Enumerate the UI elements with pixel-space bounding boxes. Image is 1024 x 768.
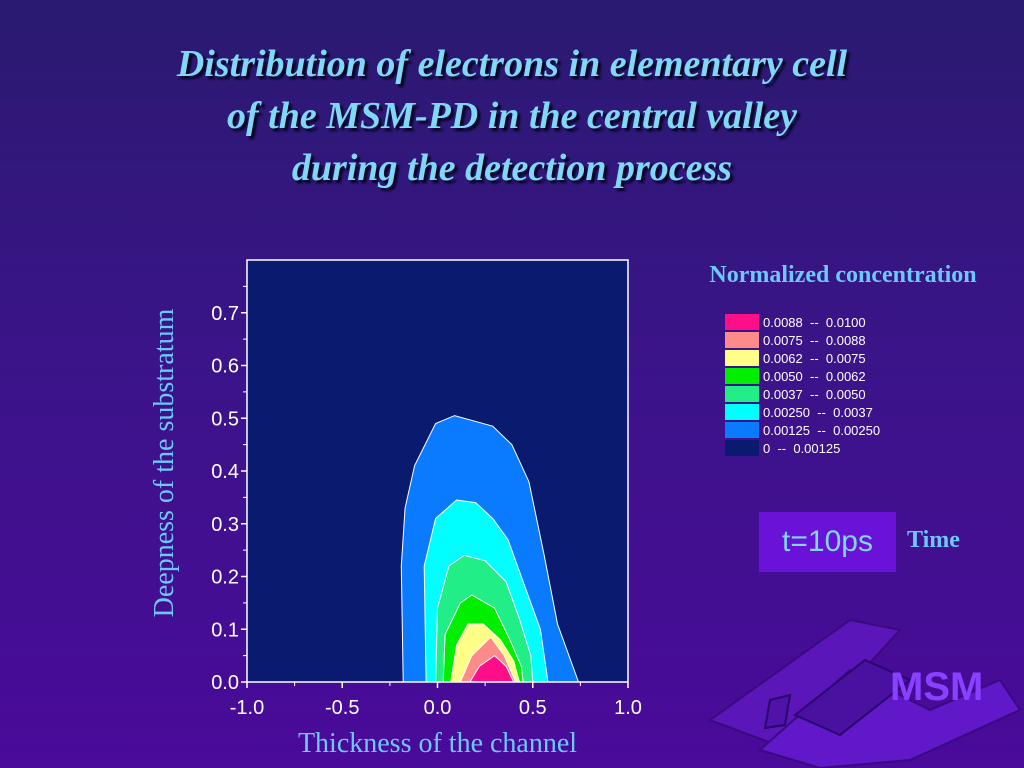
- legend-swatch: [725, 314, 759, 330]
- legend-title: Normalized concentration: [709, 262, 977, 288]
- legend-swatch: [725, 440, 759, 456]
- x-tick-label: 0.0: [424, 697, 452, 719]
- title-line-1: Distribution of electrons in elementary …: [176, 43, 848, 85]
- legend-label: 0.0037 -- 0.0050: [763, 386, 866, 402]
- legend-swatch: [725, 386, 759, 402]
- legend-item: 0.0050 -- 0.0062: [725, 367, 880, 385]
- legend-label: 0.0062 -- 0.0075: [763, 350, 866, 366]
- legend-label: 0.00125 -- 0.00250: [763, 422, 881, 438]
- legend-swatch: [725, 350, 759, 366]
- y-tick-label: 0.2: [211, 567, 239, 589]
- y-tick-label: 0.7: [211, 303, 239, 325]
- y-tick-label: 0.6: [211, 356, 239, 378]
- legend-label: 0.00250 -- 0.0037: [763, 404, 873, 420]
- y-axis-label: Deepness of the substratum: [149, 308, 180, 618]
- x-axis-label: Thickness of the channel: [297, 728, 578, 759]
- legend-item: 0.0075 -- 0.0088: [725, 331, 880, 349]
- legend-item: 0 -- 0.00125: [725, 439, 880, 457]
- msm-logo: MSM: [707, 618, 1022, 768]
- y-tick-label: 0.3: [211, 514, 239, 536]
- title-line-2: of the MSM-PD in the central valley: [227, 95, 797, 137]
- legend-label: 0 -- 0.00125: [763, 440, 841, 456]
- x-tick-label: -0.5: [325, 697, 359, 719]
- legend-swatch: [725, 332, 759, 348]
- time-label: Time: [907, 527, 960, 553]
- y-tick-label: 0.5: [211, 408, 239, 430]
- y-tick-label: 0.0: [211, 672, 239, 694]
- legend-label: 0.0088 -- 0.0100: [763, 314, 866, 330]
- x-tick-label: 1.0: [614, 697, 642, 719]
- legend-item: 0.00125 -- 0.00250: [725, 421, 880, 439]
- legend-swatch: [725, 368, 759, 384]
- y-tick-label: 0.1: [211, 619, 239, 641]
- legend-item: 0.0037 -- 0.0050: [725, 385, 880, 403]
- legend-swatch: [725, 422, 759, 438]
- legend-item: 0.00250 -- 0.0037: [725, 403, 880, 421]
- legend-item: 0.0088 -- 0.0100: [725, 313, 880, 331]
- logo-text: MSM: [890, 665, 983, 709]
- legend-label: 0.0075 -- 0.0088: [763, 332, 866, 348]
- x-tick-label: 0.5: [519, 697, 547, 719]
- slide-title: Distribution of electrons in elementary …: [0, 38, 1024, 194]
- legend-label: 0.0050 -- 0.0062: [763, 368, 866, 384]
- time-box: t=10ps: [759, 512, 896, 572]
- legend-swatch: [725, 404, 759, 420]
- y-tick-label: 0.4: [211, 461, 239, 483]
- legend-item: 0.0062 -- 0.0075: [725, 349, 880, 367]
- x-tick-label: -1.0: [230, 697, 264, 719]
- legend: 0.0088 -- 0.0100 0.0075 -- 0.0088 0.0062 -…: [725, 313, 880, 457]
- title-line-3: during the detection process: [291, 147, 733, 189]
